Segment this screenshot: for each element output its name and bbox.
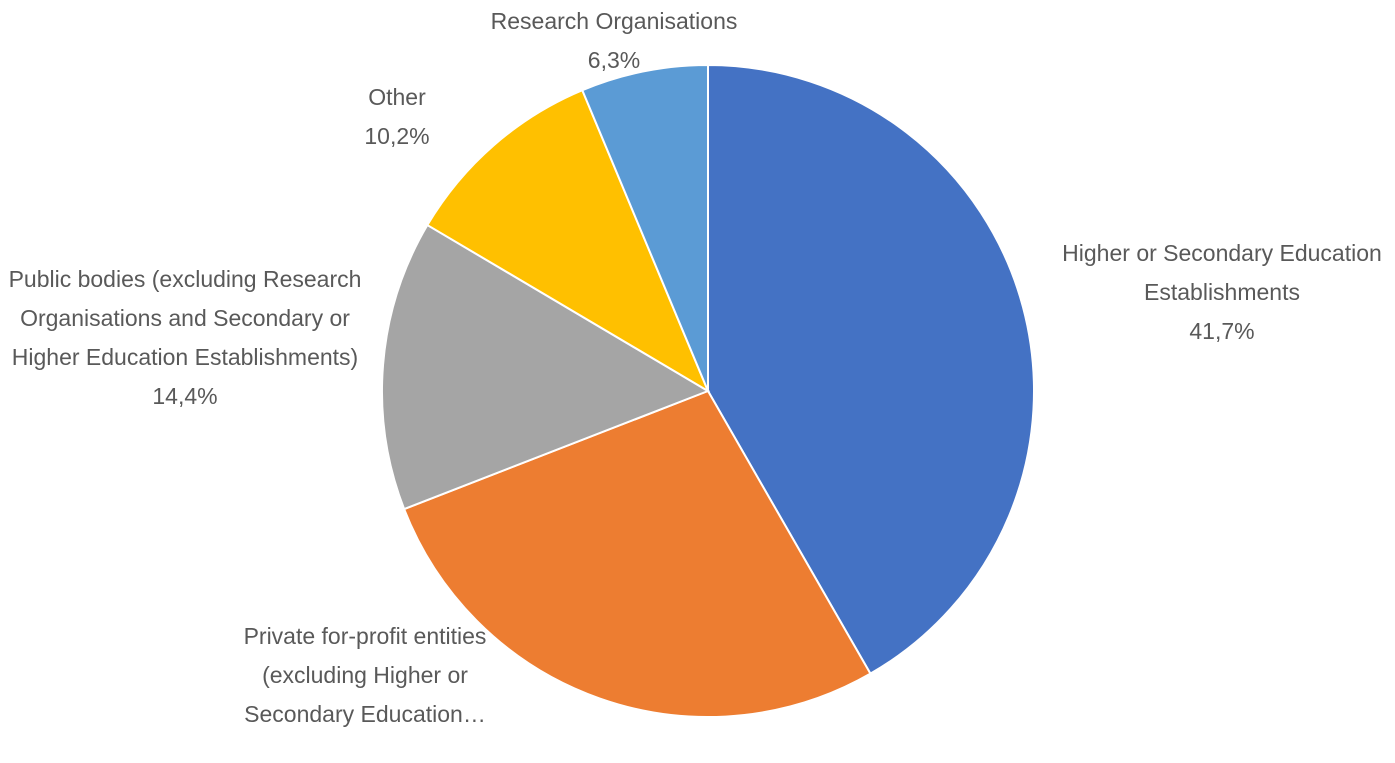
slice-label: Research Organisations 6,3% xyxy=(444,2,784,80)
pie-slice xyxy=(426,88,711,394)
value-label: 14,4% xyxy=(152,383,218,409)
category-label: Private for-profit entities (excluding H… xyxy=(243,623,487,727)
slice-label: Higher or Secondary Education Establishm… xyxy=(1062,234,1382,351)
pie-slice xyxy=(580,63,709,392)
category-label: Higher or Secondary Education Establishm… xyxy=(1062,240,1382,305)
category-label: Other xyxy=(368,84,426,110)
pie-slice xyxy=(402,389,872,718)
value-label: 10,2% xyxy=(364,123,430,149)
value-label: 6,3% xyxy=(587,47,641,73)
value-label: 41,7% xyxy=(1189,318,1255,344)
category-label: Public bodies (excluding Research Organi… xyxy=(8,266,362,370)
slice-label: Other 10,2% xyxy=(322,78,472,156)
pie-slice xyxy=(707,63,1035,676)
category-label: Research Organisations xyxy=(490,8,738,34)
pie-slice xyxy=(381,223,711,511)
slice-label: Private for-profit entities (excluding H… xyxy=(235,617,495,734)
slice-label: Public bodies (excluding Research Organi… xyxy=(5,260,365,416)
